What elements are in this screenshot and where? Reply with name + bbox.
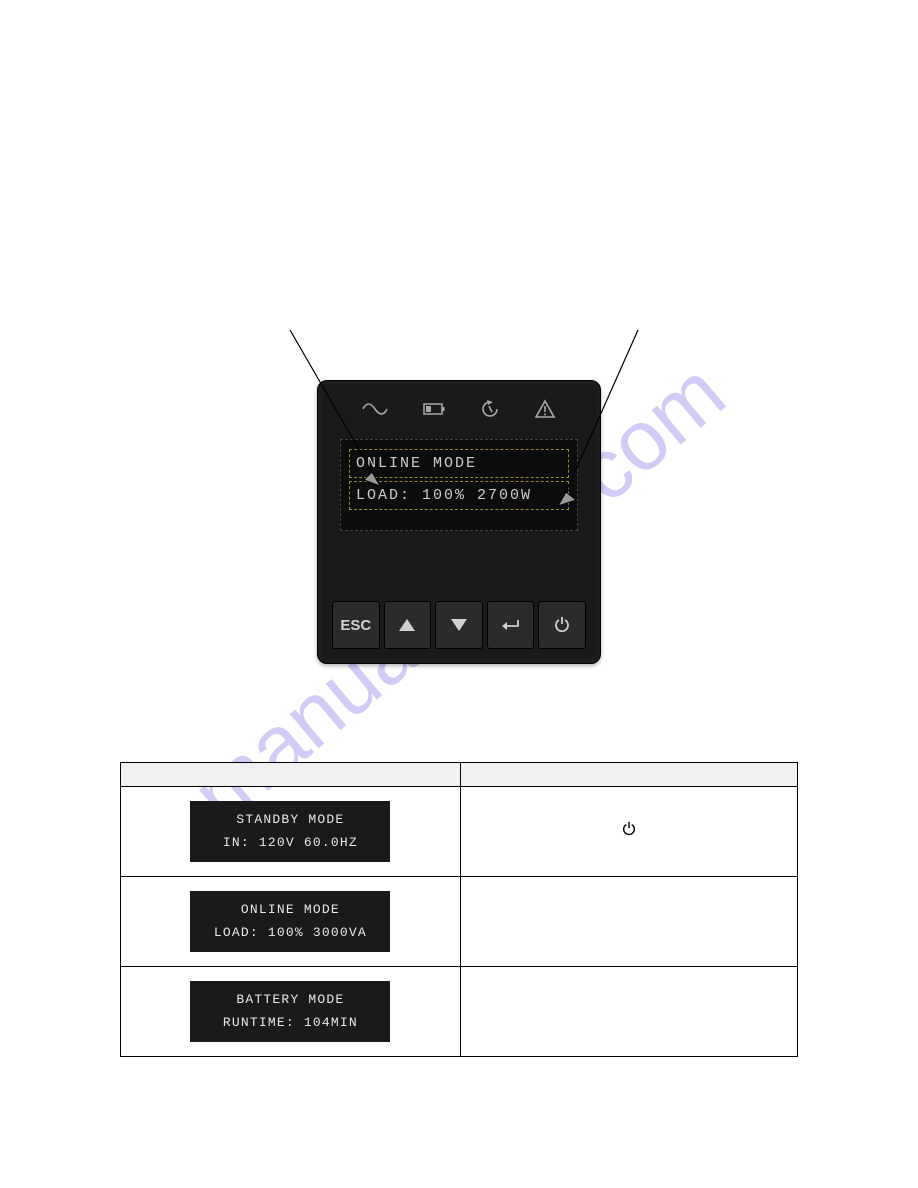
up-button[interactable] xyxy=(384,601,432,649)
lcd-cell-online: ONLINE MODE LOAD: 100% 3000VA xyxy=(190,891,390,951)
down-button[interactable] xyxy=(435,601,483,649)
triangle-up-icon xyxy=(398,618,416,632)
table-header-row xyxy=(121,763,798,787)
battery-icon xyxy=(421,401,447,417)
table-row: ONLINE MODE LOAD: 100% 3000VA xyxy=(121,877,798,967)
power-icon xyxy=(553,616,571,634)
esc-button-label: ESC xyxy=(340,617,371,634)
callout-arrow-left xyxy=(280,330,400,500)
lcd-cell-standby: STANDBY MODE IN: 120V 60.0HZ xyxy=(190,801,390,861)
power-icon xyxy=(621,821,637,837)
enter-button[interactable] xyxy=(487,601,535,649)
desc-cell-standby xyxy=(460,787,797,877)
table-row: BATTERY MODE RUNTIME: 104MIN xyxy=(121,967,798,1057)
enter-icon xyxy=(500,618,522,632)
esc-button[interactable]: ESC xyxy=(332,601,380,649)
lcd-cell-line2: RUNTIME: 104MIN xyxy=(194,1012,386,1034)
desc-cell-battery xyxy=(460,967,797,1057)
table-header-2 xyxy=(460,763,797,787)
lcd-cell-line2: LOAD: 100% 3000VA xyxy=(194,922,386,944)
callout-arrow-right xyxy=(548,330,668,520)
lcd-cell-line1: ONLINE MODE xyxy=(194,899,386,921)
triangle-down-icon xyxy=(450,618,468,632)
table-header-1 xyxy=(121,763,461,787)
table-row: STANDBY MODE IN: 120V 60.0HZ xyxy=(121,787,798,877)
power-button[interactable] xyxy=(538,601,586,649)
button-row: ESC xyxy=(332,601,586,649)
lcd-cell-line1: STANDBY MODE xyxy=(194,809,386,831)
desc-cell-online xyxy=(460,877,797,967)
lcd-cell-line2: IN: 120V 60.0HZ xyxy=(194,832,386,854)
lcd-cell-line1: BATTERY MODE xyxy=(194,989,386,1011)
mode-table: STANDBY MODE IN: 120V 60.0HZ xyxy=(120,762,798,1057)
lcd-cell-battery: BATTERY MODE RUNTIME: 104MIN xyxy=(190,981,390,1041)
bypass-icon xyxy=(479,399,501,419)
